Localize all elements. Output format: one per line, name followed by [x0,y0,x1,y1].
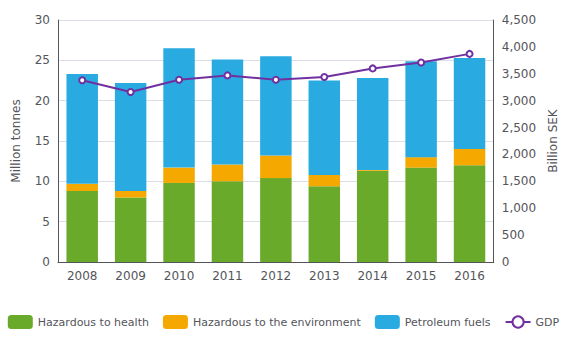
svg-text:5: 5 [42,215,50,229]
svg-text:Billion SEK: Billion SEK [546,108,560,173]
svg-text:GDP: GDP [536,316,560,329]
svg-text:Hazardous to health: Hazardous to health [38,316,149,329]
svg-text:2008: 2008 [67,269,98,283]
svg-text:0: 0 [502,255,510,269]
svg-text:2011: 2011 [212,269,243,283]
svg-text:3,000: 3,000 [502,94,536,108]
svg-text:20: 20 [35,94,50,108]
svg-text:Hazardous to the environment: Hazardous to the environment [193,316,362,329]
svg-text:Petroleum fuels: Petroleum fuels [405,316,491,329]
svg-text:4,500: 4,500 [502,13,536,27]
svg-text:500: 500 [502,228,525,242]
svg-text:30: 30 [35,13,50,27]
svg-text:4,000: 4,000 [502,40,536,54]
svg-text:25: 25 [35,53,50,67]
svg-text:2010: 2010 [164,269,195,283]
svg-text:2,000: 2,000 [502,147,536,161]
svg-text:10: 10 [35,174,50,188]
svg-text:2012: 2012 [261,269,292,283]
svg-text:Million tonnes: Million tonnes [9,99,23,182]
svg-text:3,500: 3,500 [502,67,536,81]
svg-text:2015: 2015 [406,269,437,283]
svg-text:0: 0 [42,255,50,269]
svg-text:15: 15 [35,134,50,148]
svg-text:2016: 2016 [454,269,485,283]
svg-text:2,500: 2,500 [502,121,536,135]
svg-text:1,000: 1,000 [502,201,536,215]
svg-text:2014: 2014 [357,269,388,283]
svg-text:1,500: 1,500 [502,174,536,188]
svg-text:2009: 2009 [115,269,146,283]
svg-text:2013: 2013 [309,269,340,283]
